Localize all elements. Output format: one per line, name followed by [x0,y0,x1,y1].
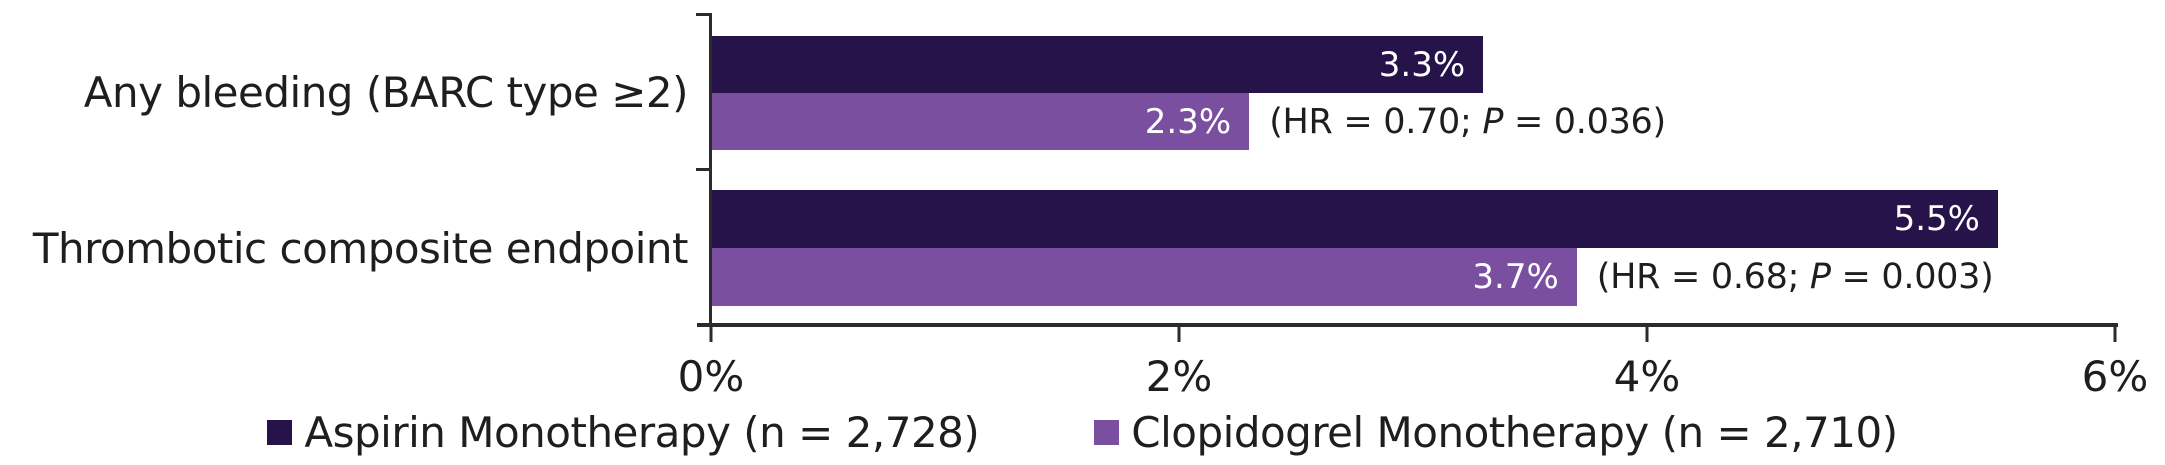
x-axis-tick [709,323,713,342]
aspirin-bar-any-bleeding: 3.3% [711,36,1484,93]
clopidogrel-bar-any-bleeding: 2.3% [711,93,1250,150]
legend-label-aspirin: Aspirin Monotherapy (n = 2,728) [304,407,980,457]
plot-area: 3.3% 2.3% (HR = 0.70; P = 0.036) 5.5% 3.… [711,0,2115,327]
hr-annotation-text: = 0.003) [1830,257,1994,297]
category-label-thrombotic-endpoint: Thrombotic composite endpoint [32,224,689,273]
legend-item-clopidogrel: Clopidogrel Monotherapy (n = 2,710) [1094,407,1898,457]
category-label-any-bleeding: Any bleeding (BARC type ≥2) [83,68,689,117]
x-axis-tick [1645,323,1649,342]
clopidogrel-swatch-icon [1094,419,1120,445]
legend: Aspirin Monotherapy (n = 2,728) Clopidog… [0,403,2165,461]
hr-annotation-any-bleeding: (HR = 0.70; P = 0.036) [1269,102,1666,142]
bar-value-label: 3.3% [1378,44,1466,85]
legend-label-clopidogrel: Clopidogrel Monotherapy (n = 2,710) [1131,407,1898,457]
x-axis-ticks [709,323,2117,342]
hr-annotation-text: (HR = 0.68; [1596,257,1810,297]
hr-annotation-text: (HR = 0.70; [1269,101,1483,142]
bar-value-label: 2.3% [1144,101,1232,142]
x-axis-tick [2113,323,2117,342]
bar-row: 2.3% (HR = 0.70; P = 0.036) [711,93,2115,150]
bar-value-label: 5.5% [1893,199,1980,239]
x-tick-label-0: 0% [677,352,745,401]
y-axis-tick [696,13,711,16]
x-axis-line [697,323,2118,327]
x-axis-tick [1177,323,1181,342]
bar-row: 3.3% [711,36,2115,93]
bar-value-label: 3.7% [1472,257,1559,297]
p-value-symbol: P [1809,257,1831,297]
y-axis-tick [696,168,711,171]
hr-annotation-text: = 0.036) [1503,101,1666,142]
x-axis-tick-labels: 0% 2% 4% 6% [678,352,2149,402]
aspirin-bar-thrombotic-endpoint: 5.5% [711,190,1998,248]
aspirin-swatch-icon [267,419,293,445]
bar-row: 5.5% [711,190,2115,248]
x-tick-label-2: 2% [1145,352,1213,401]
bar-row: 3.7% (HR = 0.68; P = 0.003) [711,248,2115,306]
clopidogrel-bar-thrombotic-endpoint: 3.7% [711,248,1577,306]
x-tick-label-6: 6% [2081,352,2149,401]
x-tick-label-4: 4% [1613,352,1681,401]
hr-annotation-thrombotic-endpoint: (HR = 0.68; P = 0.003) [1597,257,1994,297]
legend-item-aspirin: Aspirin Monotherapy (n = 2,728) [267,407,980,457]
p-value-symbol: P [1482,101,1504,142]
